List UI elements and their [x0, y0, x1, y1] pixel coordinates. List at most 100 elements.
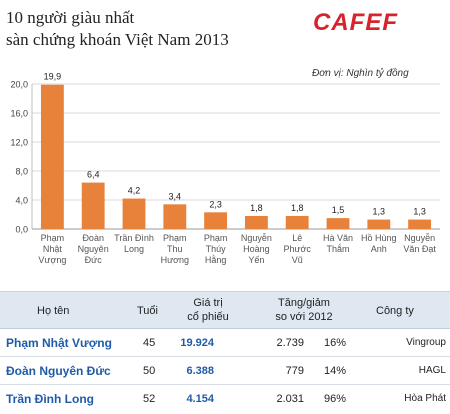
x-tick-label-line: Phước — [283, 244, 311, 254]
cafef-logo: CAFEF — [313, 9, 398, 33]
y-tick-label: 4,0 — [15, 196, 28, 206]
row-name: Phạm Nhật Vượng — [6, 336, 112, 350]
x-tick-label-line: Văn Đạt — [403, 244, 436, 254]
x-tick-label: Trần Đình Long — [114, 233, 154, 254]
x-tick-label-line: Đức — [85, 255, 103, 265]
x-tick-label-line: Nguyên — [78, 244, 109, 254]
x-tick-label: Hà Văn Thắm — [323, 233, 353, 254]
data-label: 2,3 — [209, 199, 222, 209]
bar — [244, 215, 268, 229]
x-tick-label-line: Thu — [167, 244, 183, 254]
x-tick-label: Nguyễn Văn Đạt — [403, 233, 436, 254]
data-label: 19,9 — [44, 72, 62, 82]
x-tick-label-line: Anh — [371, 244, 387, 254]
row-change: 2.031 — [276, 393, 304, 405]
table-row: Đoàn Nguyên Đức 50 6.388 779 14% HAGL — [0, 357, 450, 385]
bar — [122, 198, 146, 229]
x-tick-label-line: Hằng — [205, 255, 227, 265]
x-tick-label-line: Hoàng — [243, 244, 270, 254]
x-tick-label-line: Hà Văn — [323, 233, 353, 243]
x-tick-label-line: Hồ Hùng — [361, 233, 397, 243]
bar — [40, 84, 64, 229]
header-value: Giá trị cổ phiếu — [178, 296, 238, 324]
x-tick-label-line: Nguyễn — [241, 233, 272, 243]
x-tick-label-line: Long — [124, 244, 144, 254]
x-tick-label-line: Yến — [248, 255, 264, 265]
data-label: 1,8 — [291, 203, 304, 213]
x-tick-label: Phạm Thu Hương — [161, 233, 189, 265]
row-value: 6.388 — [186, 365, 214, 377]
bar — [81, 182, 105, 229]
x-tick-label-line: Trần Đình — [114, 233, 154, 243]
header-change-line1: Tăng/giảm — [278, 297, 330, 309]
x-tick-label-line: Phạm — [204, 233, 228, 243]
header-change-line2: so với 2012 — [275, 311, 333, 323]
x-tick-label-line: Thắm — [326, 244, 349, 254]
y-tick-label: 20,0 — [10, 80, 28, 90]
billionaire-table: Họ tên Tuổi Giá trị cổ phiếu Tăng/giảm s… — [0, 291, 450, 414]
x-tick-label-line: Thúy — [206, 244, 227, 254]
row-age: 45 — [143, 337, 156, 349]
row-value: 4.154 — [186, 393, 214, 405]
table-row: Phạm Nhật Vượng 45 19.924 2.739 16% Ving… — [0, 329, 450, 357]
y-tick-label: 16,0 — [10, 109, 28, 119]
bar — [367, 219, 391, 229]
row-age: 50 — [143, 365, 156, 377]
x-tick-label-line: Lê — [292, 233, 302, 243]
y-tick-label: 8,0 — [15, 167, 28, 177]
row-name: Đoàn Nguyên Đức — [6, 364, 111, 378]
data-label: 1,3 — [373, 207, 386, 217]
data-label: 1,3 — [413, 207, 426, 217]
row-company: Hòa Phát — [404, 393, 446, 404]
row-company: HAGL — [418, 365, 446, 376]
logo-text: CAFEF — [313, 9, 398, 33]
bar — [408, 219, 432, 229]
x-tick-label-line: Vượng — [38, 255, 66, 265]
data-label: 1,5 — [332, 205, 345, 215]
row-pct: 96% — [323, 393, 346, 405]
table-header: Họ tên Tuổi Giá trị cổ phiếu Tăng/giảm s… — [0, 291, 450, 329]
x-tick-label-line: Hương — [161, 255, 189, 265]
data-label: 1,8 — [250, 203, 263, 213]
data-label: 6,4 — [87, 170, 100, 180]
data-label: 4,2 — [128, 186, 141, 196]
bar — [285, 215, 309, 229]
bar — [163, 204, 187, 229]
x-tick-label-line: Nhật — [43, 244, 63, 254]
x-tick-label: Lê Phước Vũ — [283, 233, 311, 265]
header-age: Tuổi — [137, 305, 158, 317]
row-pct: 16% — [323, 337, 346, 349]
row-company: Vingroup — [406, 337, 446, 348]
x-tick-label: Phạm Nhật Vượng — [38, 233, 66, 265]
row-name: Trần Đình Long — [6, 392, 94, 406]
x-tick-label: Hồ Hùng Anh — [361, 233, 397, 254]
row-age: 52 — [143, 393, 156, 405]
x-tick-label: Nguyễn Hoàng Yến — [241, 233, 272, 265]
bar — [204, 212, 228, 229]
x-tick-label-line: Đoàn — [82, 233, 104, 243]
y-tick-label: 0,0 — [15, 225, 28, 235]
row-value: 19.924 — [180, 337, 214, 349]
table-row: Trần Đình Long 52 4.154 2.031 96% Hòa Ph… — [0, 385, 450, 413]
unit-note: Đơn vị: Nghìn tỷ đồng — [312, 68, 409, 79]
chart-title-line2: sàn chứng khoán Việt Nam 2013 — [6, 30, 229, 49]
header-company: Công ty — [376, 305, 414, 317]
row-change: 2.739 — [276, 337, 304, 349]
x-tick-label: Phạm Thúy Hằng — [204, 233, 228, 265]
row-change: 779 — [285, 365, 304, 377]
y-tick-label: 12,0 — [10, 138, 28, 148]
x-tick-label-line: Vũ — [292, 255, 303, 265]
x-tick-label-line: Nguyễn — [404, 233, 435, 243]
header-value-line2: cổ phiếu — [187, 311, 229, 323]
header-change: Tăng/giảm so với 2012 — [262, 296, 346, 324]
x-tick-label: Đoàn Nguyên Đức — [78, 233, 109, 265]
data-label: 3,4 — [169, 191, 182, 201]
x-tick-label-line: Phạm — [41, 233, 65, 243]
chart-title-line1: 10 người giàu nhất — [6, 8, 135, 27]
header-value-line1: Giá trị — [193, 297, 223, 309]
x-tick-label-line: Phạm — [163, 233, 187, 243]
header-name: Họ tên — [37, 305, 70, 317]
row-pct: 14% — [323, 365, 346, 377]
bar — [326, 218, 350, 229]
